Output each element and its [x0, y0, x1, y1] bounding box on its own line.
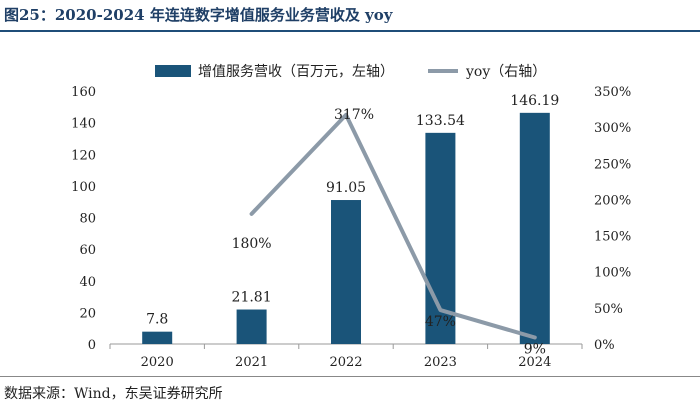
- legend: 增值服务营收（百万元，左轴） yoy（右轴）: [155, 64, 546, 80]
- left-tick-label: 80: [79, 212, 96, 227]
- bar-series: [142, 112, 550, 344]
- bar-value-label: 146.19: [510, 93, 559, 109]
- yoy-point: [250, 212, 254, 216]
- left-tick-label: 0: [88, 338, 96, 353]
- right-axis: 0% 50% 100% 150% 200% 250% 300% 350%: [594, 85, 631, 353]
- right-tick-label: 100%: [594, 266, 631, 281]
- bar-value-label: 21.81: [232, 290, 272, 306]
- left-tick-label: 140: [71, 117, 96, 132]
- combo-chart: 增值服务营收（百万元，左轴） yoy（右轴） 0 20 40 60 80 100 120 140…: [71, 64, 631, 370]
- left-tick-label: 120: [71, 148, 96, 163]
- bar: [236, 309, 267, 344]
- x-tick-label: 2022: [329, 355, 362, 370]
- right-tick-label: 200%: [594, 193, 631, 208]
- source-note: 数据来源：Wind，东吴证券研究所: [4, 386, 223, 402]
- right-tick-label: 0%: [594, 338, 615, 353]
- x-tick-label: 2023: [424, 355, 457, 370]
- legend-line-label: yoy（右轴）: [465, 64, 546, 80]
- right-tick-label: 250%: [594, 157, 631, 172]
- x-tick-label: 2024: [518, 355, 551, 370]
- yoy-value-label: 317%: [334, 107, 374, 123]
- bottom-rule: [0, 376, 700, 377]
- yoy-value-label: 47%: [425, 314, 456, 330]
- left-axis: 0 20 40 60 80 100 120 140 160: [71, 85, 96, 353]
- yoy-value-label: 180%: [232, 236, 272, 252]
- bar: [142, 331, 173, 344]
- right-tick-label: 50%: [594, 302, 623, 317]
- x-tick-label: 2021: [235, 355, 268, 370]
- x-axis: 2020 2021 2022 2023 2024: [109, 343, 583, 370]
- left-tick-label: 60: [79, 243, 96, 258]
- figure-title: 图25：2020-2024 年连连数字增值服务业务营收及 yoy: [4, 6, 393, 24]
- bar: [519, 112, 550, 344]
- left-tick-label: 100: [71, 180, 96, 195]
- x-tick-label: 2020: [141, 355, 174, 370]
- left-tick-label: 20: [79, 306, 96, 321]
- bar: [331, 200, 361, 344]
- left-tick-label: 160: [71, 85, 96, 100]
- bar-value-label: 91.05: [326, 180, 366, 196]
- title-rule: [0, 30, 700, 32]
- yoy-point: [533, 335, 537, 339]
- bar-value-label: 7.8: [146, 312, 168, 328]
- yoy-value-label: 9%: [524, 341, 546, 357]
- line-series: [249, 112, 537, 340]
- bar-value-label: 133.54: [416, 113, 465, 129]
- legend-bar-label: 增值服务营收（百万元，左轴）: [198, 64, 394, 80]
- right-tick-label: 150%: [594, 230, 631, 245]
- yoy-point: [344, 113, 348, 117]
- yoy-point: [438, 308, 442, 312]
- legend-bar-swatch: [155, 65, 191, 77]
- data-labels: 7.8 21.81 91.05 133.54 146.19 180% 317% 47% 9%: [146, 93, 559, 358]
- right-tick-label: 350%: [594, 85, 631, 100]
- left-tick-label: 40: [79, 275, 96, 290]
- yoy-line: [249, 112, 537, 340]
- right-tick-label: 300%: [594, 121, 631, 136]
